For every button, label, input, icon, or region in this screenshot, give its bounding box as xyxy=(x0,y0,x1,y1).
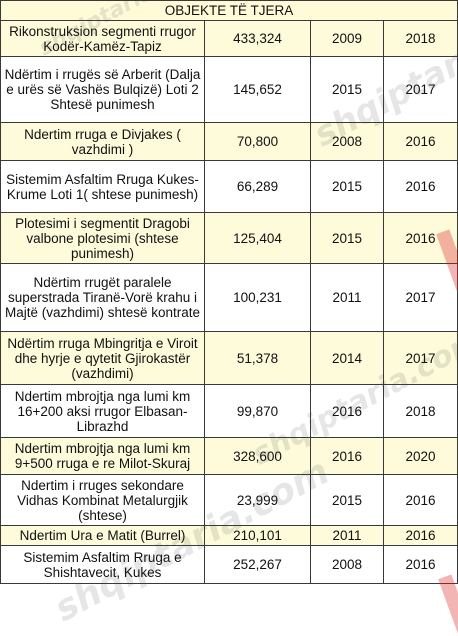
end-year-cell: 2016 xyxy=(382,160,458,213)
start-year-cell: 2008 xyxy=(310,122,384,161)
table-row: Ndertim mbrojtja nga lumi km 9+500 rruga… xyxy=(0,437,458,475)
project-name-cell: Ndertim rruga e Divjakes ( vazhdimi ) xyxy=(0,122,205,161)
project-name-cell: Ndërtim rruga Mbingritja e Viroit dhe hy… xyxy=(0,331,205,385)
project-name-cell: Sistemim Asfaltim Rruga e Shishtavecit, … xyxy=(0,545,205,584)
table-row: Rikonstruksion segmenti rrugor Kodër-Kam… xyxy=(0,20,458,57)
start-year-cell: 2015 xyxy=(310,212,384,264)
projects-table: OBJEKTE TË TJERA Rikonstruksion segmenti… xyxy=(0,0,458,584)
end-year-cell: 2016 xyxy=(382,545,458,584)
project-name-cell: Sistemim Asfaltim Rruga Kukes-Krume Loti… xyxy=(0,160,205,213)
start-year-cell: 2016 xyxy=(310,437,384,475)
project-name-cell: Ndertim mbrojtja nga lumi km 16+200 aksi… xyxy=(0,384,205,438)
table-row: Ndërtim rruga Mbingritja e Viroit dhe hy… xyxy=(0,331,458,385)
end-year-cell: 2018 xyxy=(382,384,458,438)
amount-cell: 70,800 xyxy=(204,122,311,161)
end-year-cell: 2016 xyxy=(382,122,458,161)
start-year-cell: 2011 xyxy=(310,525,384,546)
start-year-cell: 2014 xyxy=(310,331,384,385)
amount-cell: 252,267 xyxy=(204,545,311,584)
table-row: Ndertim Ura e Matit (Burrel) 210,101 2011 2… xyxy=(0,525,458,546)
end-year-cell: 2020 xyxy=(382,437,458,475)
start-year-cell: 2011 xyxy=(310,263,384,332)
amount-cell: 66,289 xyxy=(204,160,311,213)
table-row: Plotesimi i segmentit Dragobi valbone pl… xyxy=(0,212,458,264)
start-year-cell: 2015 xyxy=(310,474,384,526)
amount-cell: 125,404 xyxy=(204,212,311,264)
table-row: Sistemim Asfaltim Rruga e Shishtavecit, … xyxy=(0,545,458,584)
table-row: Ndërtim rrugët paralele superstrada Tira… xyxy=(0,263,458,332)
amount-cell: 51,378 xyxy=(204,331,311,385)
project-name-cell: Plotesimi i segmentit Dragobi valbone pl… xyxy=(0,212,205,264)
end-year-cell: 2016 xyxy=(382,212,458,264)
amount-cell: 328,600 xyxy=(204,437,311,475)
table-row: Ndertim mbrojtja nga lumi km 16+200 aksi… xyxy=(0,384,458,438)
amount-cell: 433,324 xyxy=(204,20,311,57)
amount-cell: 210,101 xyxy=(204,525,311,546)
end-year-cell: 2016 xyxy=(382,474,458,526)
project-name-cell: Ndërtim i rrugës së Arberit (Dalja e urë… xyxy=(0,56,205,123)
end-year-cell: 2017 xyxy=(382,56,458,123)
start-year-cell: 2015 xyxy=(310,160,384,213)
table-body: Rikonstruksion segmenti rrugor Kodër-Kam… xyxy=(0,20,458,584)
end-year-cell: 2016 xyxy=(382,525,458,546)
start-year-cell: 2015 xyxy=(310,56,384,123)
start-year-cell: 2008 xyxy=(310,545,384,584)
table-row: Ndertim i rruges sekondare Vidhas Kombin… xyxy=(0,474,458,526)
table-row: Sistemim Asfaltim Rruga Kukes-Krume Loti… xyxy=(0,160,458,213)
project-name-cell: Ndertim mbrojtja nga lumi km 9+500 rruga… xyxy=(0,437,205,475)
table-header: OBJEKTE TË TJERA xyxy=(0,0,458,21)
watermark-mark xyxy=(438,574,458,636)
end-year-cell: 2017 xyxy=(382,263,458,332)
table-row: Ndertim rruga e Divjakes ( vazhdimi ) 70,… xyxy=(0,122,458,161)
amount-cell: 99,870 xyxy=(204,384,311,438)
project-name-cell: Ndertim i rruges sekondare Vidhas Kombin… xyxy=(0,474,205,526)
end-year-cell: 2018 xyxy=(382,20,458,57)
table-row: Ndërtim i rrugës së Arberit (Dalja e urë… xyxy=(0,56,458,123)
amount-cell: 100,231 xyxy=(204,263,311,332)
project-name-cell: Ndertim Ura e Matit (Burrel) xyxy=(0,525,205,546)
amount-cell: 145,652 xyxy=(204,56,311,123)
amount-cell: 23,999 xyxy=(204,474,311,526)
project-name-cell: Ndërtim rrugët paralele superstrada Tira… xyxy=(0,263,205,332)
start-year-cell: 2009 xyxy=(310,20,384,57)
project-name-cell: Rikonstruksion segmenti rrugor Kodër-Kam… xyxy=(0,20,205,57)
end-year-cell: 2017 xyxy=(382,331,458,385)
start-year-cell: 2016 xyxy=(310,384,384,438)
